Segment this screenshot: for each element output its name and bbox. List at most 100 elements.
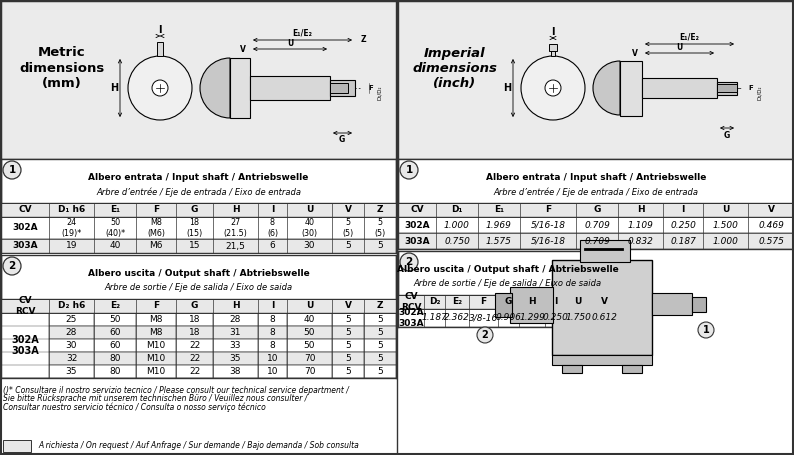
Text: G: G bbox=[339, 136, 345, 145]
Bar bbox=[49, 339, 94, 352]
Text: M6: M6 bbox=[149, 242, 163, 251]
Text: M10: M10 bbox=[146, 367, 166, 376]
Circle shape bbox=[152, 80, 168, 96]
Bar bbox=[364, 326, 396, 339]
Bar bbox=[230, 58, 250, 118]
Bar bbox=[213, 326, 258, 339]
Text: 31: 31 bbox=[229, 328, 241, 337]
Text: 302A: 302A bbox=[404, 221, 430, 229]
Bar bbox=[176, 365, 213, 378]
Bar bbox=[364, 352, 396, 365]
Text: 5: 5 bbox=[345, 367, 351, 376]
Text: 0.250: 0.250 bbox=[542, 313, 569, 323]
Text: 22: 22 bbox=[189, 354, 200, 363]
Text: G: G bbox=[593, 206, 601, 214]
Bar bbox=[136, 326, 176, 339]
Bar bbox=[213, 365, 258, 378]
Text: G: G bbox=[724, 131, 730, 140]
Bar bbox=[94, 326, 136, 339]
Text: 30: 30 bbox=[66, 341, 77, 350]
Text: 22: 22 bbox=[189, 367, 200, 376]
Bar bbox=[398, 295, 618, 309]
Text: 0.250: 0.250 bbox=[670, 221, 696, 229]
Text: CV
RCV: CV RCV bbox=[401, 292, 422, 312]
Bar bbox=[1, 217, 396, 239]
Bar bbox=[258, 339, 287, 352]
Text: 1.575: 1.575 bbox=[486, 237, 512, 246]
Text: 2: 2 bbox=[482, 330, 488, 340]
Text: 0.832: 0.832 bbox=[627, 237, 653, 246]
Text: 1: 1 bbox=[406, 165, 413, 175]
Bar bbox=[652, 293, 692, 315]
Text: 28: 28 bbox=[66, 328, 77, 337]
Bar bbox=[398, 203, 794, 217]
Text: 5: 5 bbox=[345, 341, 351, 350]
Text: E₁/E₂: E₁/E₂ bbox=[679, 32, 699, 41]
Text: D₁ h6: D₁ h6 bbox=[58, 206, 85, 214]
Text: 0.709: 0.709 bbox=[584, 221, 610, 229]
Bar bbox=[332, 339, 364, 352]
Text: 18: 18 bbox=[189, 328, 200, 337]
Bar bbox=[398, 233, 794, 249]
Text: 5: 5 bbox=[377, 341, 383, 350]
Text: 40
(30): 40 (30) bbox=[302, 218, 318, 238]
Text: 1: 1 bbox=[9, 165, 16, 175]
Text: M8: M8 bbox=[149, 328, 163, 337]
Text: D₂ h6: D₂ h6 bbox=[58, 302, 85, 310]
Bar bbox=[1, 299, 396, 313]
Text: 60: 60 bbox=[110, 341, 121, 350]
Text: 5: 5 bbox=[345, 315, 351, 324]
Bar bbox=[551, 44, 555, 56]
Text: 5
(5): 5 (5) bbox=[375, 218, 386, 238]
Text: 0.469: 0.469 bbox=[758, 221, 784, 229]
Text: 10: 10 bbox=[267, 354, 278, 363]
Text: Albero entrata / Input shaft / Antriebswelle: Albero entrata / Input shaft / Antriebsw… bbox=[88, 172, 309, 182]
Text: 5/16-18: 5/16-18 bbox=[530, 237, 565, 246]
Text: 40: 40 bbox=[304, 315, 315, 324]
Text: V: V bbox=[345, 302, 352, 310]
Text: E₂: E₂ bbox=[110, 302, 120, 310]
Text: 1.299: 1.299 bbox=[519, 313, 545, 323]
Bar bbox=[622, 365, 642, 373]
Text: 27
(21.5): 27 (21.5) bbox=[224, 218, 248, 238]
Bar bbox=[562, 365, 582, 373]
Bar bbox=[94, 339, 136, 352]
Text: 0.187: 0.187 bbox=[670, 237, 696, 246]
Text: 1.750: 1.750 bbox=[565, 313, 591, 323]
Text: F: F bbox=[153, 302, 159, 310]
Bar bbox=[136, 352, 176, 365]
Text: V: V bbox=[240, 45, 246, 54]
Text: 5: 5 bbox=[377, 354, 383, 363]
Bar bbox=[717, 84, 737, 92]
Text: Albero entrata / Input shaft / Antriebswelle: Albero entrata / Input shaft / Antriebsw… bbox=[486, 172, 706, 182]
Text: 18: 18 bbox=[189, 315, 200, 324]
Text: 5
(5): 5 (5) bbox=[342, 218, 353, 238]
Text: 1.500: 1.500 bbox=[712, 221, 738, 229]
Bar bbox=[136, 339, 176, 352]
Bar bbox=[1, 203, 396, 217]
Text: U: U bbox=[306, 302, 313, 310]
Text: V: V bbox=[632, 49, 638, 57]
Text: U: U bbox=[676, 44, 682, 52]
Text: F: F bbox=[749, 85, 754, 91]
Bar bbox=[176, 326, 213, 339]
Bar bbox=[364, 313, 396, 326]
Text: H: H bbox=[637, 206, 644, 214]
Bar bbox=[398, 217, 794, 233]
Text: 38: 38 bbox=[229, 367, 241, 376]
Text: 5: 5 bbox=[345, 328, 351, 337]
Circle shape bbox=[400, 253, 418, 271]
Text: Sie bitte Rücksprache mit unserem technischen Büro / Veuillez nous consulter /: Sie bitte Rücksprache mit unserem techni… bbox=[3, 394, 307, 403]
Text: F: F bbox=[153, 206, 159, 214]
Text: M10: M10 bbox=[146, 354, 166, 363]
Text: G: G bbox=[505, 298, 512, 307]
Text: Albero uscita / Output shaft / Abtriebswelle: Albero uscita / Output shaft / Abtriebsw… bbox=[87, 268, 310, 278]
Text: I: I bbox=[553, 298, 557, 307]
Text: 1.000: 1.000 bbox=[712, 237, 738, 246]
Text: E₁/E₂: E₁/E₂ bbox=[292, 29, 312, 37]
Bar bbox=[213, 352, 258, 365]
Text: F: F bbox=[480, 298, 487, 307]
Text: 19: 19 bbox=[66, 242, 77, 251]
Text: M8: M8 bbox=[149, 315, 163, 324]
Text: V: V bbox=[768, 206, 774, 214]
